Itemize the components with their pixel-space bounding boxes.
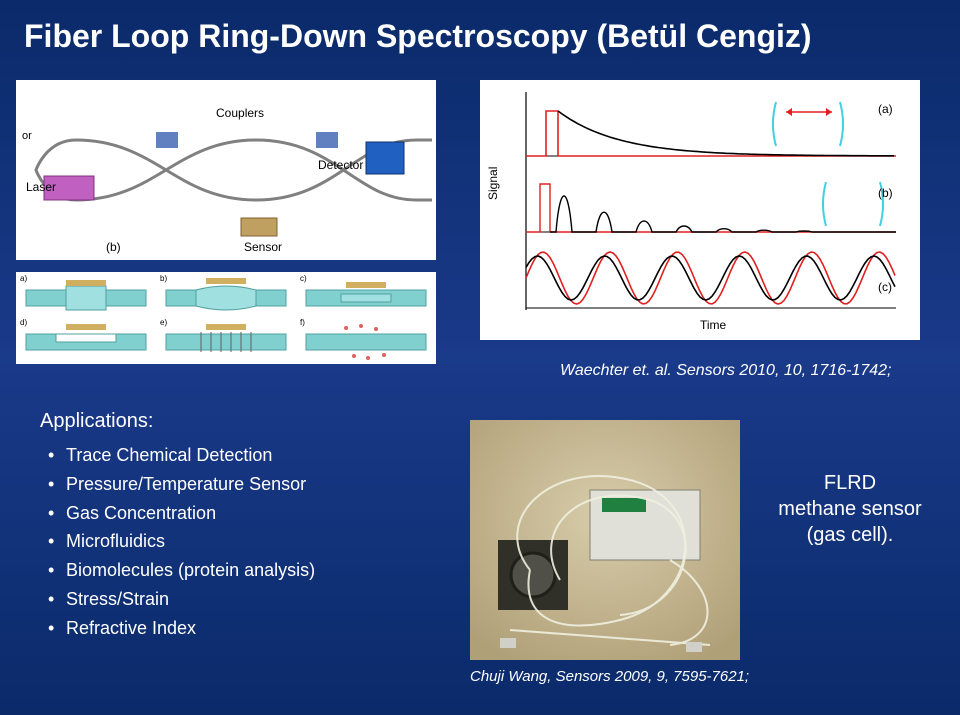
application-item: Pressure/Temperature Sensor: [48, 470, 420, 499]
label-f: f): [300, 318, 305, 327]
ylabel-signal: Signal: [486, 167, 500, 200]
caption-line3: (gas cell).: [807, 524, 894, 546]
label-e: e): [160, 318, 167, 327]
label-a: a): [20, 274, 27, 283]
page-title: Fiber Loop Ring-Down Spectroscopy (Betül…: [24, 18, 812, 55]
label-or: or: [22, 130, 32, 142]
caption-line2: methane sensor: [778, 498, 921, 520]
flrd-sensor-photo: [470, 420, 740, 660]
caption-line1: FLRD: [824, 472, 876, 494]
panel-label-c: (c): [878, 280, 892, 294]
application-item: Stress/Strain: [48, 585, 420, 614]
sensor-types-diagram: a) b) c) d) e) f): [16, 272, 436, 364]
label-sensor: Sensor: [244, 240, 282, 254]
application-item: Trace Chemical Detection: [48, 441, 420, 470]
application-item: Biomolecules (protein analysis): [48, 556, 420, 585]
application-item: Refractive Index: [48, 614, 420, 643]
label-laser-side: Laser: [26, 180, 56, 194]
applications-list: Applications: Trace Chemical DetectionPr…: [40, 410, 420, 643]
citation-bottom: Chuji Wang, Sensors 2009, 9, 7595-7621;: [470, 668, 749, 685]
xlabel-time: Time: [700, 318, 726, 332]
application-item: Gas Concentration: [48, 499, 420, 528]
label-couplers: Couplers: [216, 106, 264, 120]
fiber-loop-diagram: Couplers Detector Laser or Sensor (b): [16, 80, 436, 260]
photo-caption: FLRD methane sensor (gas cell).: [760, 470, 940, 548]
citation-top: Waechter et. al. Sensors 2010, 10, 1716-…: [560, 362, 891, 380]
label-b-marker: (b): [106, 240, 121, 254]
applications-header: Applications:: [40, 410, 420, 433]
label-d: d): [20, 318, 27, 327]
application-item: Microfluidics: [48, 527, 420, 556]
panel-label-a: (a): [878, 102, 893, 116]
signal-time-plot: Signal Time (a) (b) (c): [480, 80, 920, 340]
panel-label-b: (b): [878, 186, 893, 200]
label-b2: b): [160, 274, 167, 283]
label-c: c): [300, 274, 307, 283]
label-detector: Detector: [318, 158, 363, 172]
